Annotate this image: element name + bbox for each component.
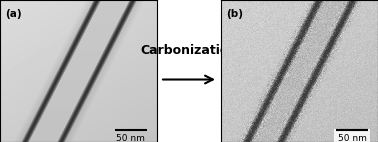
Text: Carbonization: Carbonization [140, 44, 238, 57]
Text: (a): (a) [5, 9, 22, 19]
Text: (b): (b) [226, 9, 243, 19]
FancyBboxPatch shape [334, 129, 370, 142]
Text: 50 nm: 50 nm [116, 134, 145, 142]
Text: 50 nm: 50 nm [338, 134, 366, 142]
